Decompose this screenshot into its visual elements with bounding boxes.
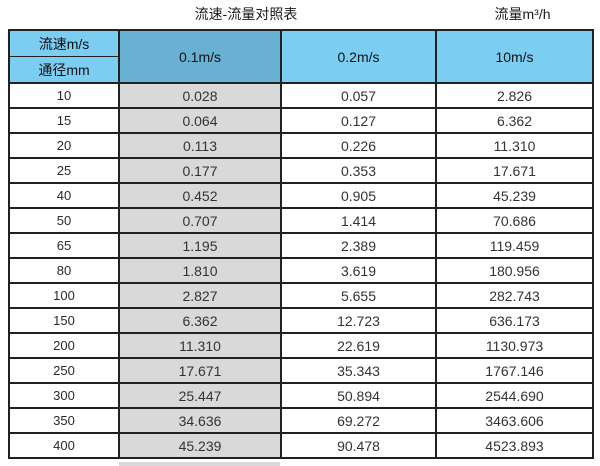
- flow-02-cell: 0.353: [280, 157, 437, 184]
- flow-01-cell: 0.707: [118, 207, 282, 234]
- table-row: 300 25.447 50.894 2544.690: [8, 382, 594, 409]
- flow-01-cell: 34.636: [118, 407, 282, 434]
- flow-01-cell: 1.810: [118, 257, 282, 284]
- flow-02-cell: 2.389: [280, 232, 437, 259]
- diameter-cell: 200: [8, 332, 120, 359]
- flow-10-cell: 11.310: [435, 132, 594, 159]
- diameter-cell: 100: [8, 282, 120, 309]
- table-row: 10 0.028 0.057 2.826: [8, 82, 594, 109]
- flow-01-cell: 2.827: [118, 282, 282, 309]
- flow-02-cell: 22.619: [280, 332, 437, 359]
- flow-02-cell: 0.226: [280, 132, 437, 159]
- flow-02-cell: 35.343: [280, 357, 437, 384]
- flow-01-cell: 0.177: [118, 157, 282, 184]
- diameter-cell: 10: [8, 82, 120, 109]
- table-row: 200 11.310 22.619 1130.973: [8, 332, 594, 359]
- flow-10-cell: 119.459: [435, 232, 594, 259]
- flow-01-cell: 0.064: [118, 107, 282, 134]
- flow-01-cell: 17.671: [118, 357, 282, 384]
- table-row: 25 0.177 0.353 17.671: [8, 157, 594, 184]
- flow-10-cell: 1130.973: [435, 332, 594, 359]
- flow-02-cell: 90.478: [280, 432, 437, 459]
- flow-01-cell: 0.452: [118, 182, 282, 209]
- diameter-cell: 40: [8, 182, 120, 209]
- table-row: 100 2.827 5.655 282.743: [8, 282, 594, 309]
- flow-10-cell: 3463.606: [435, 407, 594, 434]
- header-col-10ms: 10m/s: [435, 29, 594, 84]
- diameter-cell: 65: [8, 232, 120, 259]
- flow-10-cell: 4523.893: [435, 432, 594, 459]
- flow-10-cell: 180.956: [435, 257, 594, 284]
- grey-column-overflow: [119, 462, 280, 466]
- flow-01-cell: 25.447: [118, 382, 282, 409]
- table-row: 400 45.239 90.478 4523.893: [8, 432, 594, 459]
- flow-02-cell: 5.655: [280, 282, 437, 309]
- flow-10-cell: 6.362: [435, 107, 594, 134]
- table-row: 40 0.452 0.905 45.239: [8, 182, 594, 209]
- diameter-cell: 350: [8, 407, 120, 434]
- flow-10-cell: 17.671: [435, 157, 594, 184]
- table-row: 15 0.064 0.127 6.362: [8, 107, 594, 134]
- flow-02-cell: 69.272: [280, 407, 437, 434]
- flow-02-cell: 0.905: [280, 182, 437, 209]
- header-row-bottom: 通径mm: [8, 56, 593, 84]
- flow-10-cell: 1767.146: [435, 357, 594, 384]
- table-row: 150 6.362 12.723 636.173: [8, 307, 594, 334]
- flow-02-cell: 3.619: [280, 257, 437, 284]
- diameter-cell: 25: [8, 157, 120, 184]
- flow-01-cell: 0.028: [118, 82, 282, 109]
- table-row: 20 0.113 0.226 11.310: [8, 132, 594, 159]
- flow-02-cell: 0.127: [280, 107, 437, 134]
- diameter-cell: 20: [8, 132, 120, 159]
- flow-01-cell: 0.113: [118, 132, 282, 159]
- diameter-cell: 15: [8, 107, 120, 134]
- table-row: 250 17.671 35.343 1767.146: [8, 357, 594, 384]
- page-title: 流速-流量对照表: [194, 6, 298, 22]
- header-row-top: 流速m/s 0.1m/s 0.2m/s 10m/s: [8, 29, 594, 84]
- flow-02-cell: 12.723: [280, 307, 437, 334]
- flow-01-cell: 11.310: [118, 332, 282, 359]
- header-col-0-2ms: 0.2m/s: [280, 29, 437, 84]
- flow-10-cell: 2544.690: [435, 382, 594, 409]
- header-col-0-1ms: 0.1m/s: [118, 29, 282, 84]
- flow-01-cell: 45.239: [118, 432, 282, 459]
- flow-02-cell: 1.414: [280, 207, 437, 234]
- table-row: 65 1.195 2.389 119.459: [8, 232, 594, 259]
- table-row: 50 0.707 1.414 70.686: [8, 207, 594, 234]
- table-row: 80 1.810 3.619 180.956: [8, 257, 594, 284]
- header-velocity-label: 流速m/s: [8, 29, 120, 57]
- diameter-cell: 400: [8, 432, 120, 459]
- flow-02-cell: 0.057: [280, 82, 437, 109]
- flow-rate-table: 流速m/s 0.1m/s 0.2m/s 10m/s 通径mm 10 0.028 …: [8, 29, 594, 459]
- diameter-cell: 80: [8, 257, 120, 284]
- flow-01-cell: 1.195: [118, 232, 282, 259]
- diameter-cell: 150: [8, 307, 120, 334]
- flow-10-cell: 636.173: [435, 307, 594, 334]
- flow-10-cell: 70.686: [435, 207, 594, 234]
- flow-10-cell: 45.239: [435, 182, 594, 209]
- flow-01-cell: 6.362: [118, 307, 282, 334]
- flow-10-cell: 2.826: [435, 82, 594, 109]
- table-row: 350 34.636 69.272 3463.606: [8, 407, 594, 434]
- diameter-cell: 50: [8, 207, 120, 234]
- header-diameter-label: 通径mm: [8, 56, 120, 84]
- unit-header: 流量m³/h: [494, 6, 551, 22]
- diameter-cell: 250: [8, 357, 120, 384]
- flow-10-cell: 282.743: [435, 282, 594, 309]
- diameter-cell: 300: [8, 382, 120, 409]
- flow-02-cell: 50.894: [280, 382, 437, 409]
